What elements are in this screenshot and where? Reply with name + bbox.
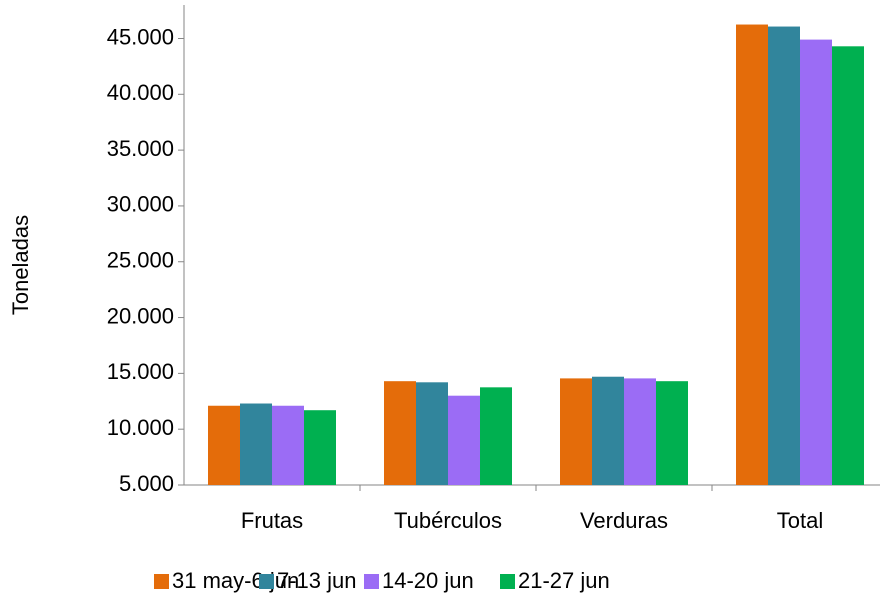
y-tick-label: 40.000 [107, 80, 174, 105]
bar [736, 24, 768, 486]
legend-swatch [259, 574, 274, 589]
y-tick-label: 35.000 [107, 136, 174, 161]
y-tick-label: 5.000 [119, 471, 174, 496]
y-tick-label: 25.000 [107, 248, 174, 273]
x-tick-label: Frutas [241, 508, 303, 533]
x-tick-label: Tubérculos [394, 508, 502, 533]
bar [560, 378, 592, 485]
bar [800, 39, 832, 486]
x-tick-label: Total [777, 508, 823, 533]
bar [768, 26, 800, 485]
bar [240, 403, 272, 485]
legend-swatch [364, 574, 379, 589]
legend-label: 21-27 jun [518, 568, 610, 593]
legend-label: 31 may-6 jun [172, 568, 299, 593]
y-tick-label: 20.000 [107, 303, 174, 328]
bar [832, 46, 864, 485]
legend-swatch [154, 574, 169, 589]
legend-label: 14-20 jun [382, 568, 474, 593]
bar [304, 410, 336, 485]
x-tick-label: Verduras [580, 508, 668, 533]
y-tick-label: 10.000 [107, 415, 174, 440]
bar [272, 405, 304, 485]
bar [624, 378, 656, 485]
bar [480, 387, 512, 485]
legend-swatch [500, 574, 515, 589]
legend-label: 7-13 jun [277, 568, 357, 593]
bar [208, 405, 240, 485]
bar [416, 382, 448, 485]
bar [592, 376, 624, 485]
bar [448, 395, 480, 485]
bar [384, 381, 416, 485]
y-tick-label: 45.000 [107, 24, 174, 49]
y-tick-label: 15.000 [107, 359, 174, 384]
bar [656, 381, 688, 485]
y-axis-label: Toneladas [8, 215, 33, 315]
y-tick-label: 30.000 [107, 192, 174, 217]
